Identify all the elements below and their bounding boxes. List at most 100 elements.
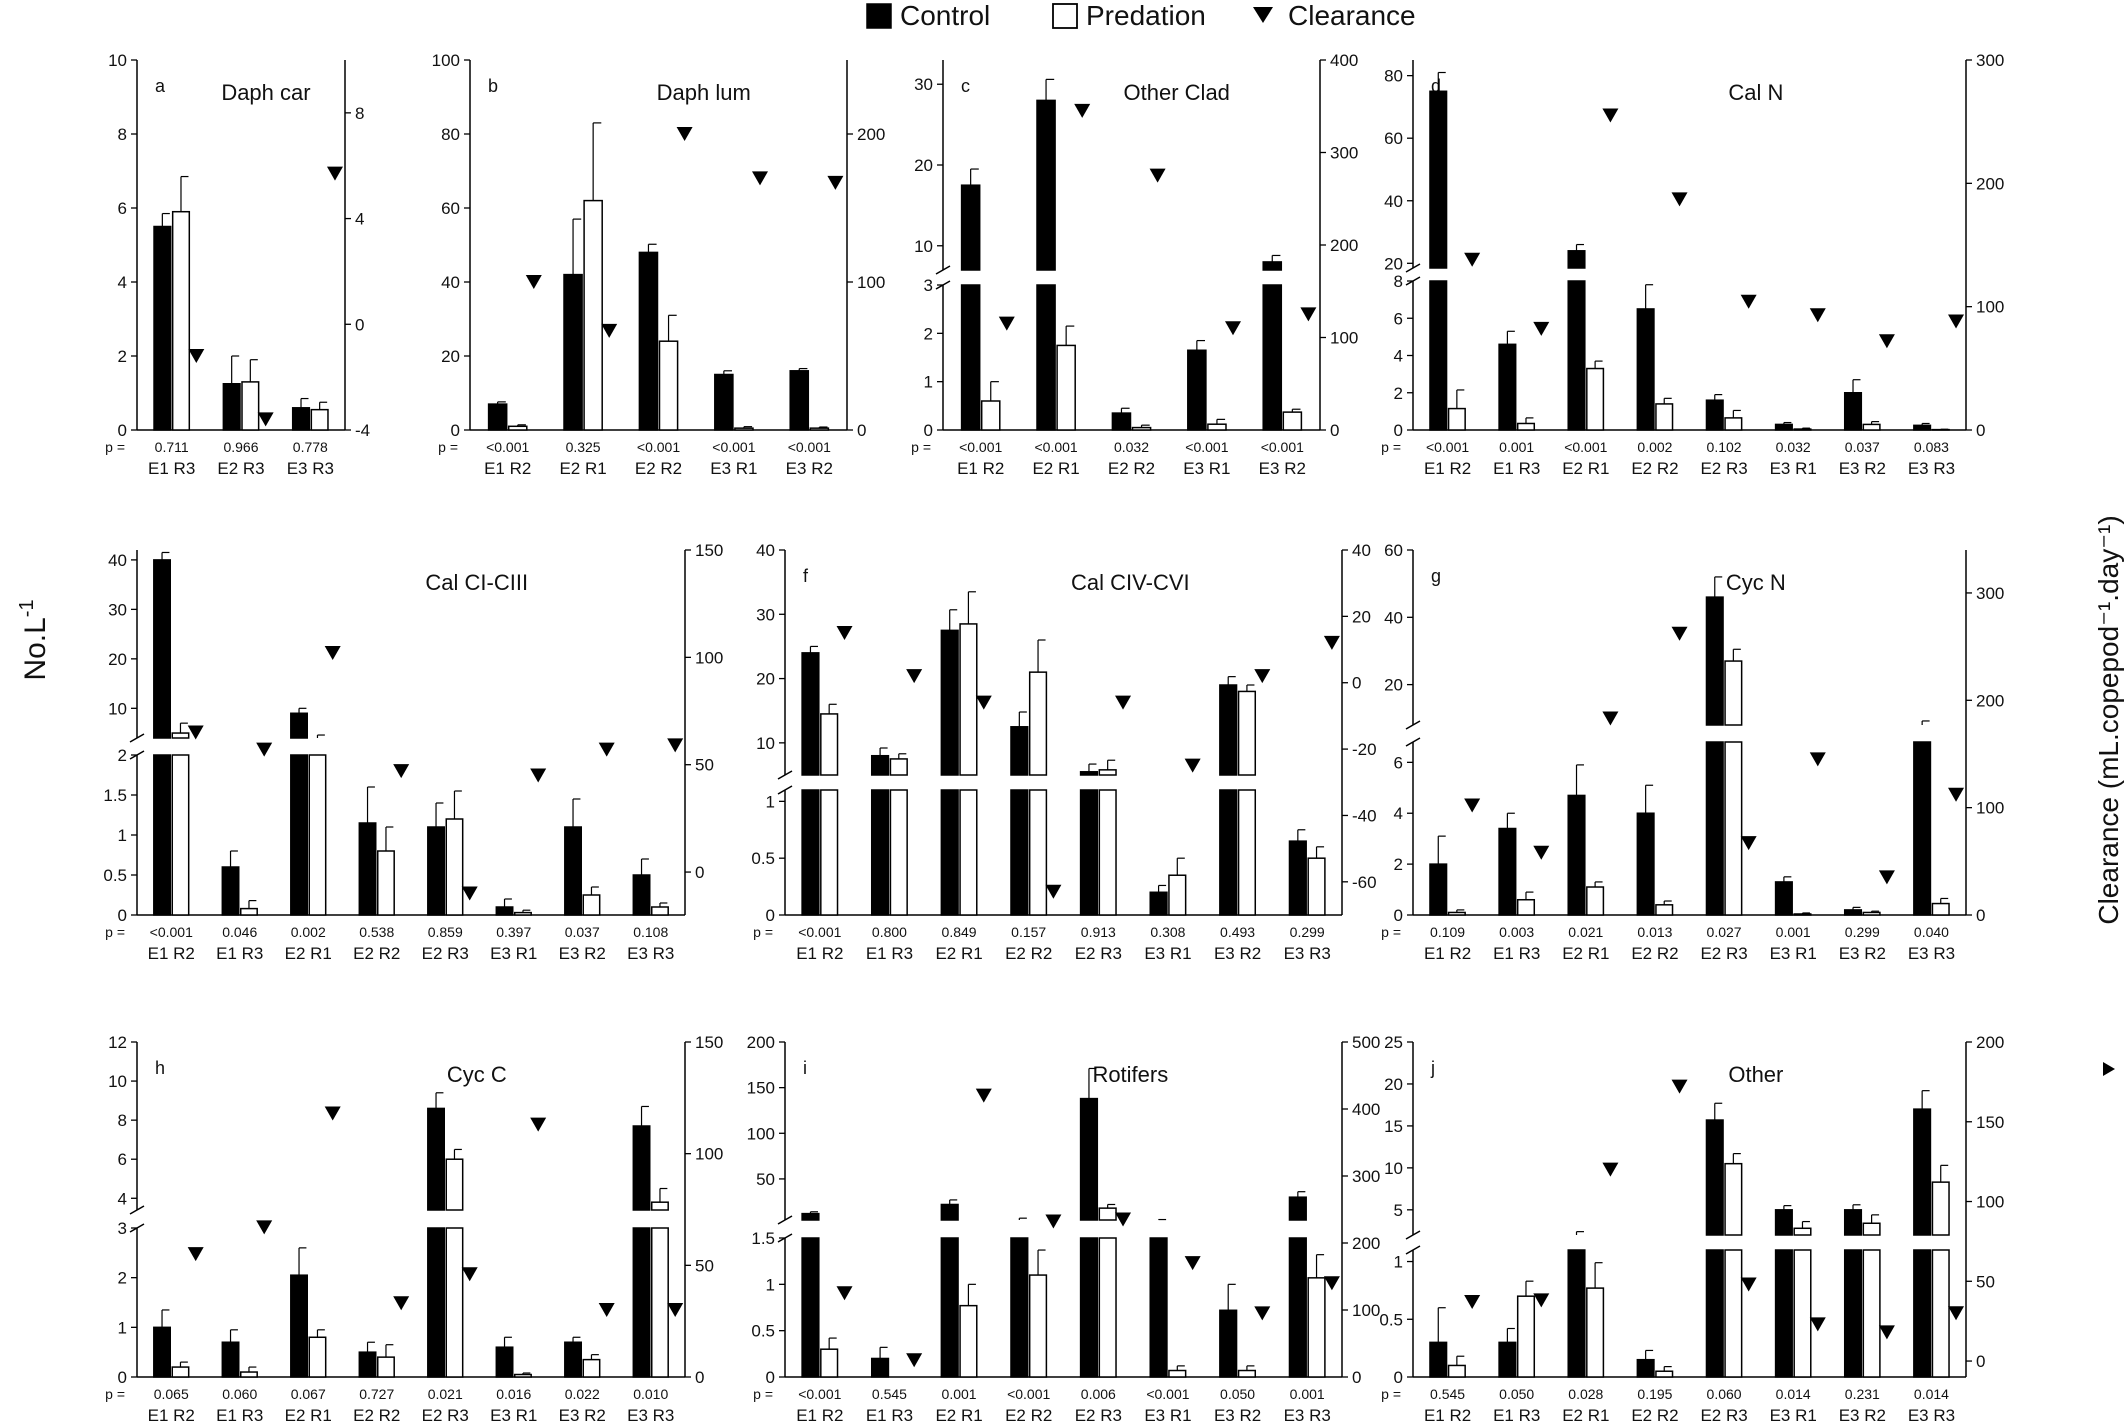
y-tick-label: 40 [108, 551, 127, 570]
legend-predation-swatch [1052, 3, 1078, 29]
y-tick-label: 0 [118, 421, 127, 440]
y2-tick-label: -20 [1352, 740, 1377, 759]
control-bar [870, 754, 890, 776]
x-tick-label: E2 R3 [217, 459, 264, 478]
control-bar-lower [1913, 741, 1932, 916]
predation-bar [809, 427, 830, 431]
x-tick-label: E1 R2 [484, 459, 531, 478]
x-tick-label: E3 R3 [1908, 1406, 1955, 1425]
p-value-label: 0.545 [872, 1386, 907, 1402]
predation-bar [651, 1201, 669, 1211]
predation-bar [734, 427, 754, 431]
p-value-label: 0.002 [1637, 439, 1672, 455]
y-tick-label: 2 [118, 347, 127, 366]
y2-tick-label: 500 [1352, 1033, 1380, 1052]
p-value-label: 0.013 [1637, 924, 1672, 940]
x-tick-label: E3 R3 [287, 459, 334, 478]
control-bar-lower [870, 789, 890, 916]
predation-bar [1724, 417, 1743, 431]
x-tick-label: E2 R1 [1032, 459, 1079, 478]
clearance-marker [1602, 711, 1619, 726]
control-bar [870, 1357, 890, 1378]
y2-tick-label: 400 [1352, 1100, 1380, 1119]
predation-bar [1793, 1227, 1812, 1236]
axis-break-mark [777, 1215, 793, 1225]
predation-bar [1516, 1295, 1536, 1378]
predation-bar-lower [820, 789, 839, 916]
y-tick-label: 0.5 [103, 866, 127, 885]
y2-tick-label: 0 [355, 315, 364, 334]
y-tick-label: 80 [441, 125, 460, 144]
predation-bar [1168, 874, 1187, 916]
x-tick-label: E3 R1 [490, 944, 537, 963]
p-value-label: 0.021 [428, 1386, 463, 1402]
y2-tick-label: 200 [1976, 691, 2004, 710]
y-tick-label: 30 [914, 75, 933, 94]
y-tick-label: 1 [924, 373, 933, 392]
predation-bar [582, 1358, 601, 1378]
control-bar-lower [1774, 1249, 1793, 1378]
control-bar [1913, 424, 1932, 431]
clearance-marker [324, 1106, 341, 1121]
p-value-label: <0.001 [1426, 439, 1469, 455]
panel-title: Cal N [1728, 80, 1783, 105]
predation-bar-lower [171, 754, 190, 916]
x-tick-label: E3 R2 [1214, 944, 1261, 963]
predation-bar [1282, 411, 1303, 431]
p-prefix: p = [1381, 1386, 1401, 1402]
panel-title: Rotifers [1092, 1062, 1168, 1087]
y2-tick-label: 50 [695, 1256, 714, 1275]
y2-tick-label: 0 [695, 863, 704, 882]
clearance-marker [1323, 1276, 1340, 1291]
predation-bar [1168, 1369, 1187, 1378]
control-bar [801, 652, 820, 776]
y-tick-label: 4 [118, 273, 127, 292]
y-tick-label: 5 [1394, 1201, 1403, 1220]
clearance-marker [1740, 1277, 1757, 1292]
panel-f: 0 0.5 1 10 20 30 40 -60 -40 -20 0 20 40 f Cal CIV-CVI <… [751, 541, 1376, 963]
control-bar-lower [1429, 280, 1448, 431]
predation-bar [1131, 426, 1152, 431]
predation-bar-lower [1862, 1249, 1881, 1378]
x-tick-label: E2 R1 [935, 1406, 982, 1425]
p-value-label: 0.050 [1220, 1386, 1255, 1402]
clearance-marker [1323, 635, 1340, 650]
x-tick-label: E1 R2 [1424, 1406, 1471, 1425]
x-tick-label: E1 R2 [1424, 944, 1471, 963]
control-bar [563, 273, 583, 431]
panel-i: 0 0.5 1 1.5 50 100 150 200 0 100 200 300 400 500 i Roti… [747, 1033, 1381, 1425]
axis-break-mark [1405, 263, 1421, 273]
clearance-marker [1948, 787, 1965, 802]
x-tick-label: E1 R2 [1424, 459, 1471, 478]
clearance-marker [256, 742, 273, 757]
x-tick-label: E2 R2 [1631, 459, 1678, 478]
clearance-marker [187, 1247, 204, 1262]
y-tick-label: 80 [1384, 67, 1403, 86]
predation-bar-lower [1237, 789, 1257, 916]
x-tick-label: E3 R1 [1770, 459, 1817, 478]
x-tick-label: E3 R2 [786, 459, 833, 478]
p-value-label: 0.195 [1637, 1386, 1672, 1402]
clearance-marker [975, 695, 992, 710]
control-bar-lower [940, 1237, 959, 1378]
control-bar [495, 906, 514, 916]
control-bar [153, 225, 172, 431]
predation-bar [1447, 407, 1466, 431]
predation-bar [445, 1158, 464, 1211]
control-bar [1498, 1341, 1517, 1378]
y-tick-label: 20 [1384, 676, 1403, 695]
y2-tick-label: -60 [1352, 873, 1377, 892]
y-tick-label: 4 [118, 1189, 127, 1208]
predation-bar [1724, 1162, 1743, 1236]
clearance-marker [827, 175, 844, 190]
x-tick-label: E1 R3 [216, 1406, 263, 1425]
x-tick-label: E3 R3 [627, 1406, 674, 1425]
predation-bar [171, 210, 191, 431]
p-value-label: <0.001 [712, 439, 755, 455]
x-tick-label: E3 R2 [1839, 459, 1886, 478]
p-value-label: 0.001 [1776, 924, 1811, 940]
x-tick-label: E3 R2 [1839, 944, 1886, 963]
panel-title: Other [1728, 1062, 1783, 1087]
control-bar [1636, 812, 1655, 916]
